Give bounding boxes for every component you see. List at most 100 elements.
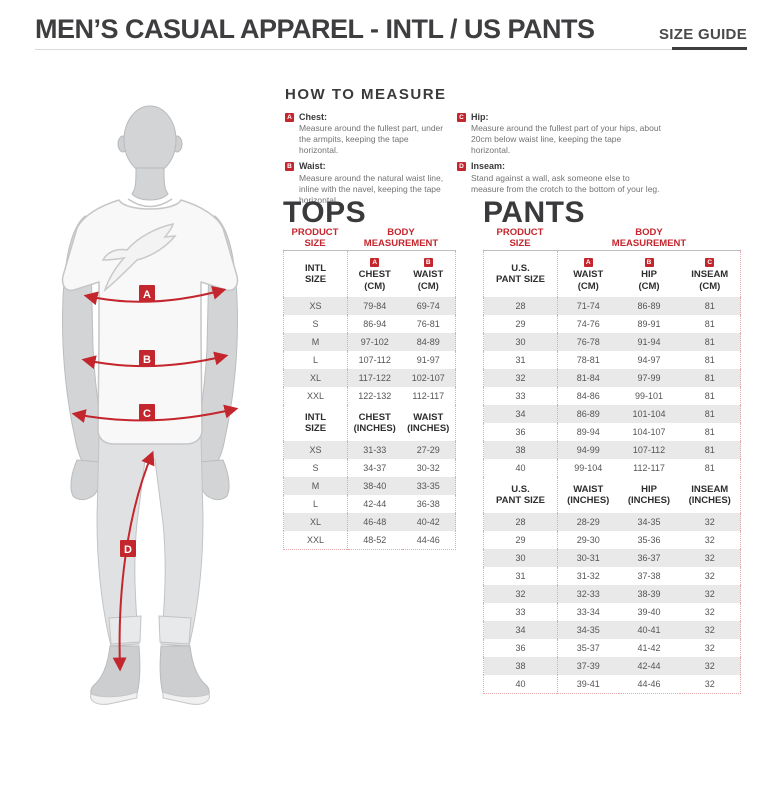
table-row: XXL 48-52 44-46	[283, 531, 456, 550]
value-cell: 107-112	[358, 355, 391, 365]
size-cell: XL	[283, 369, 348, 387]
value-cell: 33-34	[576, 607, 600, 617]
value-cell: 69-74	[401, 297, 456, 315]
page-title: MEN’S CASUAL APPAREL - INTL / US PANTS	[35, 14, 595, 44]
table-row: 29 29-30 35-36 32	[483, 531, 741, 549]
value-cell: 84-86	[576, 391, 600, 401]
table-row: 29 74-76 89-91 81	[483, 315, 741, 333]
value-cell: 44-46	[416, 535, 440, 545]
value-cell: 34-35	[557, 621, 619, 639]
size-col-header: INTL SIZE	[283, 405, 348, 441]
value-cell: 91-94	[618, 333, 680, 351]
value-cell: 32	[679, 621, 741, 639]
value-cell: 81	[679, 441, 741, 459]
value-cell: 76-81	[416, 319, 440, 329]
body-measurement-label: BODY MEASUREMENT	[363, 227, 439, 249]
size-cell: 30	[483, 549, 558, 567]
header-divider	[35, 49, 747, 50]
value-cell: 48-52	[363, 535, 387, 545]
size-cell: 40	[483, 675, 558, 694]
column-letter-badge: A	[370, 258, 380, 268]
value-cell: 78-81	[576, 355, 600, 365]
column-letter-badge: C	[705, 258, 715, 268]
value-cell: 30-31	[557, 549, 619, 567]
table-row: XL 117-122 102-107	[283, 369, 456, 387]
value-cell: 81	[679, 369, 741, 387]
measure-item-waist: B Waist: Measure around the natural wais…	[285, 161, 457, 205]
col-header-inseam-cm: C INSEAM (CM)	[679, 250, 741, 297]
size-cell: 32	[483, 585, 558, 603]
table-subheader-row: INTL SIZE A CHEST (CM) B WAIST (CM)	[283, 250, 456, 297]
size-cell: 28	[483, 513, 558, 531]
value-cell: 97-99	[618, 369, 680, 387]
figure-badge-b	[139, 350, 155, 367]
size-cell: M	[283, 477, 348, 495]
measure-item-hip: C Hip: Measure around the fullest part o…	[457, 112, 743, 156]
collar	[127, 198, 173, 208]
value-cell: 32	[679, 657, 741, 675]
table-row: XXL 122-132 112-117	[283, 387, 456, 405]
table-row: 31 31-32 37-38 32	[483, 567, 741, 585]
size-cell: 28	[483, 297, 558, 315]
col-header-waist-cm: B WAIST (CM)	[401, 250, 456, 297]
measure-description: Stand against a wall, ask someone else t…	[471, 172, 660, 194]
table-row: 28 71-74 86-89 81	[483, 297, 741, 315]
size-cell: XL	[283, 513, 348, 531]
size-cell: L	[283, 495, 348, 513]
head	[123, 105, 177, 175]
size-cell: XXL	[283, 387, 348, 405]
size-cell: 33	[483, 387, 558, 405]
table-row: XS 31-33 27-29	[283, 441, 456, 459]
table-row: 28 28-29 34-35 32	[483, 513, 741, 531]
value-cell: 32	[704, 571, 715, 581]
value-cell: 38-39	[618, 585, 680, 603]
neck	[131, 167, 169, 201]
size-cell: 29	[483, 531, 558, 549]
value-cell: 81-84	[557, 369, 619, 387]
table-row: 32 32-33 38-39 32	[483, 585, 741, 603]
col-header-inseam-inches: INSEAM (INCHES)	[679, 477, 741, 513]
size-cell: 36	[483, 639, 558, 657]
table-row: 33 33-34 39-40 32	[483, 603, 741, 621]
table-row: M 38-40 33-35	[283, 477, 456, 495]
measurement-overlays: A B C D	[71, 285, 239, 672]
size-cell: 34	[483, 405, 558, 423]
table-row: 30 30-31 36-37 32	[483, 549, 741, 567]
value-cell: 32	[704, 535, 715, 545]
value-cell: 89-91	[637, 319, 661, 329]
value-cell: 28-29	[557, 513, 619, 531]
value-cell: 86-89	[557, 405, 619, 423]
size-col-header: INTL SIZE	[283, 250, 348, 297]
size-guide-tab[interactable]: SIZE GUIDE	[658, 26, 747, 43]
value-cell: 32-33	[557, 585, 619, 603]
measure-label: Inseam:	[471, 161, 506, 172]
value-cell: 33-35	[401, 477, 456, 495]
table-row: M 97-102 84-89	[283, 333, 456, 351]
value-cell: 39-41	[576, 679, 600, 689]
product-size-label: PRODUCT SIZE	[496, 227, 544, 249]
figure-badge-a-letter: A	[143, 289, 151, 301]
value-cell: 94-99	[557, 441, 619, 459]
measure-label: Waist:	[299, 161, 326, 172]
pants-heading: PANTS	[483, 196, 585, 229]
measure-label: Hip:	[471, 112, 489, 122]
value-cell: 42-44	[363, 499, 387, 509]
value-cell: 81	[704, 427, 715, 437]
value-cell: 34-37	[363, 463, 387, 473]
table-row: 31 78-81 94-97 81	[483, 351, 741, 369]
size-cell: 31	[483, 567, 558, 585]
value-cell: 99-101	[634, 391, 664, 401]
how-to-measure-section: HOW TO MEASURE A Chest: Measure around t…	[285, 86, 743, 211]
value-cell: 81	[704, 391, 715, 401]
product-size-label: PRODUCT SIZE	[291, 227, 339, 249]
figure-badge-c-letter: C	[143, 408, 151, 420]
letter-badge-d: D	[457, 162, 466, 172]
size-cell: 30	[483, 333, 558, 351]
value-cell: 39-40	[637, 607, 661, 617]
value-cell: 41-42	[637, 643, 661, 653]
value-cell: 44-46	[637, 679, 661, 689]
table-subheader-row: U.S. PANT SIZE A WAIST (CM) B HIP (CM) C IN…	[483, 250, 741, 297]
value-cell: 29-30	[576, 535, 600, 545]
value-cell: 27-29	[401, 441, 456, 459]
